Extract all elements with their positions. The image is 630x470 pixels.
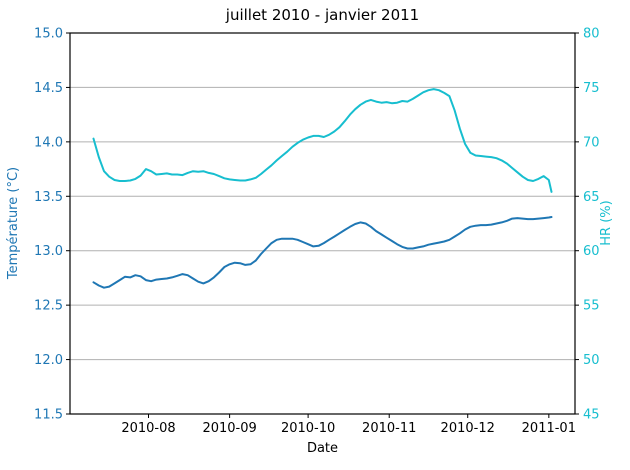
plot-border [69, 32, 576, 415]
x-axis-label: Date [306, 441, 339, 456]
hr-series-line [92, 88, 553, 193]
x-tick-label: 2010-09 [202, 421, 256, 436]
y-left-tick-label: 14.5 [34, 81, 63, 96]
x-tick-label: 2010-10 [281, 421, 335, 436]
y-right-tick-label: 45 [583, 408, 600, 423]
y-right-tick-label: 70 [583, 135, 600, 150]
x-tick-label: 2010-12 [441, 421, 495, 436]
y-left-tick-label: 12.5 [34, 299, 63, 314]
x-tick-label: 2010-11 [362, 421, 416, 436]
y-left-tick-label: 13.0 [34, 244, 63, 259]
y-axis-label-right: HR (%) [599, 200, 614, 246]
chart-title: juillet 2010 - janvier 2011 [225, 6, 420, 24]
y-left-tick-label: 12.0 [34, 353, 63, 368]
y-left-tick-label: 15.0 [34, 27, 63, 42]
y-left-tick-label: 14.0 [34, 135, 63, 150]
y-right-tick-label: 75 [583, 81, 600, 96]
x-tick-label: 2010-08 [121, 421, 175, 436]
y-left-tick-label: 13.5 [34, 190, 63, 205]
temperature-series-line [92, 216, 553, 289]
y-axis-label-left: Température (°C) [6, 166, 21, 280]
y-right-tick-label: 55 [583, 299, 600, 314]
x-tick-label: 2011-01 [522, 421, 576, 436]
y-left-tick-label: 11.5 [34, 408, 63, 423]
y-right-tick-label: 50 [583, 353, 600, 368]
y-right-tick-label: 65 [583, 190, 600, 205]
y-right-tick-label: 80 [583, 27, 600, 42]
y-right-tick-label: 60 [583, 244, 600, 259]
